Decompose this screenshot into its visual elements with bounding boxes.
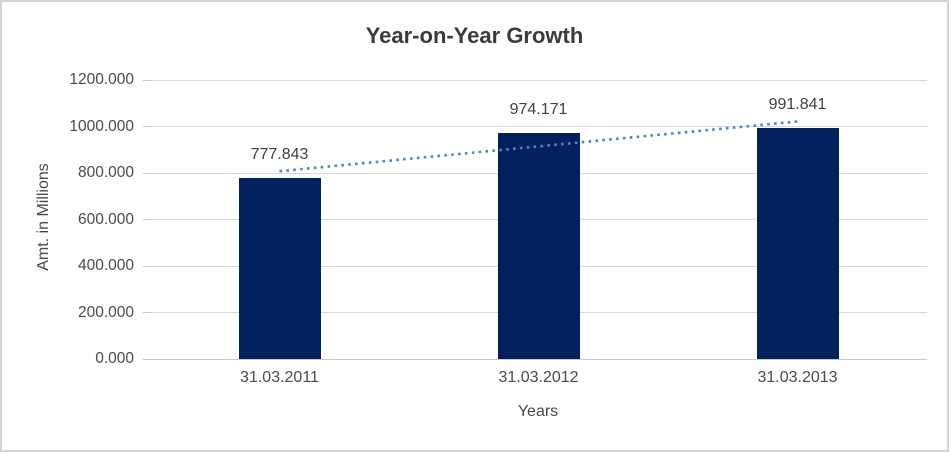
x-axis-title: Years	[517, 403, 559, 420]
gridline	[150, 126, 927, 127]
y-axis-tick-label: 1200.000	[69, 71, 134, 88]
x-axis-category-label: 31.03.2013	[757, 369, 838, 386]
y-axis-tick	[143, 172, 150, 174]
bar	[497, 132, 580, 359]
bar	[238, 178, 321, 359]
x-axis-line	[150, 358, 927, 360]
x-axis-category-label: 31.03.2011	[240, 369, 319, 386]
y-axis-tick-label: 1000.000	[69, 117, 134, 135]
y-axis-tick	[143, 312, 150, 313]
y-axis-tick	[143, 265, 150, 267]
x-axis-category-label: 31.03.2012	[498, 369, 579, 386]
bar	[756, 128, 839, 359]
y-axis-tick	[143, 126, 150, 127]
y-axis-tick	[143, 358, 150, 360]
data-label: 974.171	[509, 100, 568, 118]
data-label: 777.843	[250, 146, 309, 164]
y-axis-tick-label: 0.000	[95, 350, 134, 367]
chart-title: Year-on-Year Growth	[365, 23, 584, 48]
gridline	[150, 79, 927, 81]
y-axis-tick	[143, 79, 150, 81]
data-label: 991.841	[768, 96, 827, 114]
y-axis-tick-label: 400.000	[77, 257, 134, 274]
y-axis-tick-label: 200.000	[77, 303, 134, 321]
y-axis-tick	[143, 219, 150, 220]
y-axis-tick-label: 800.000	[77, 164, 134, 181]
y-axis-tick-label: 600.000	[77, 210, 134, 228]
